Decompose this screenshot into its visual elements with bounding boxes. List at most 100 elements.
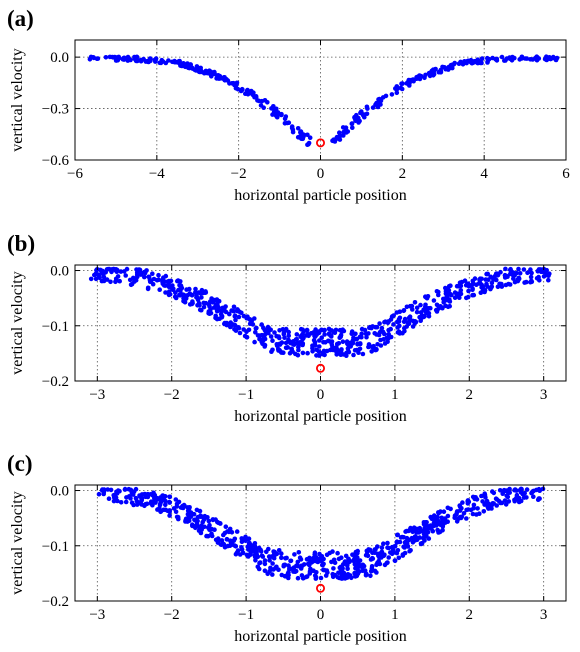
data-point xyxy=(227,311,232,317)
data-point xyxy=(534,54,539,59)
data-point xyxy=(308,331,314,336)
data-point xyxy=(167,500,172,505)
data-point xyxy=(168,278,174,284)
data-point xyxy=(481,509,487,514)
x-tick-label: −2 xyxy=(164,607,180,623)
data-point xyxy=(307,571,313,576)
data-point xyxy=(397,323,402,329)
data-point xyxy=(482,492,488,498)
data-point xyxy=(521,267,527,272)
data-point xyxy=(524,487,530,492)
data-point xyxy=(423,72,428,78)
data-point xyxy=(469,282,475,288)
data-point xyxy=(150,281,156,287)
data-point xyxy=(357,346,363,352)
x-tick-label: −2 xyxy=(164,387,180,403)
data-point xyxy=(381,541,386,546)
data-point xyxy=(477,511,482,516)
data-point xyxy=(524,56,530,61)
data-point xyxy=(201,304,207,310)
data-point xyxy=(270,572,275,577)
data-point xyxy=(423,294,428,300)
data-point xyxy=(296,135,302,140)
data-point xyxy=(499,281,504,287)
data-point xyxy=(287,566,292,572)
data-point xyxy=(515,277,521,282)
data-point xyxy=(379,545,385,550)
panel-label: (a) xyxy=(7,6,34,31)
data-point xyxy=(160,493,165,499)
data-point xyxy=(193,525,198,531)
data-point xyxy=(118,500,124,505)
data-point xyxy=(516,266,521,272)
data-point xyxy=(336,570,341,576)
data-point xyxy=(404,535,410,541)
data-point xyxy=(251,90,256,95)
data-point xyxy=(323,573,329,578)
data-point xyxy=(155,507,160,512)
data-point xyxy=(416,74,422,79)
data-point xyxy=(297,555,303,560)
data-point xyxy=(392,558,398,564)
data-point xyxy=(418,318,424,324)
data-point xyxy=(181,502,187,508)
data-point xyxy=(234,80,240,86)
data-point xyxy=(446,297,451,303)
data-point xyxy=(161,275,166,281)
data-point xyxy=(507,486,512,492)
data-point xyxy=(422,538,427,543)
data-point xyxy=(490,501,496,506)
data-point xyxy=(105,487,110,492)
data-point xyxy=(393,86,398,91)
data-point xyxy=(148,278,154,284)
data-point xyxy=(362,114,367,120)
data-point xyxy=(543,269,548,275)
data-point xyxy=(282,121,288,126)
data-point xyxy=(283,345,289,351)
data-point xyxy=(478,59,484,65)
data-point xyxy=(196,528,202,533)
data-point xyxy=(163,502,168,508)
data-point xyxy=(401,319,407,325)
data-point xyxy=(260,554,266,559)
data-point xyxy=(292,552,297,557)
data-point xyxy=(530,57,535,62)
data-point xyxy=(166,284,172,290)
data-point xyxy=(167,494,172,500)
data-point xyxy=(376,332,382,338)
data-point xyxy=(413,319,419,325)
data-point xyxy=(206,518,212,524)
data-point xyxy=(537,278,542,283)
data-point xyxy=(124,266,130,272)
data-point xyxy=(329,328,334,333)
data-point xyxy=(360,351,366,357)
data-point xyxy=(337,132,343,138)
data-point xyxy=(300,327,306,333)
data-point xyxy=(237,552,243,557)
data-point xyxy=(281,350,286,356)
data-point xyxy=(478,290,484,296)
data-point xyxy=(271,567,276,572)
data-point xyxy=(379,325,385,331)
data-point xyxy=(464,516,469,521)
data-point xyxy=(364,111,370,117)
data-point xyxy=(457,515,463,520)
data-point xyxy=(395,532,400,538)
data-point xyxy=(351,558,357,563)
data-point xyxy=(260,341,265,347)
data-point xyxy=(324,552,330,558)
data-point xyxy=(508,271,513,277)
data-point xyxy=(258,560,263,565)
data-point xyxy=(515,496,520,502)
data-point xyxy=(542,56,548,62)
data-point xyxy=(224,76,229,82)
data-point xyxy=(337,575,342,581)
data-point xyxy=(198,65,203,71)
data-point xyxy=(187,63,192,69)
panel-label: (c) xyxy=(7,451,33,476)
data-point xyxy=(343,553,349,559)
data-point xyxy=(215,76,221,81)
data-point xyxy=(108,487,114,493)
data-point xyxy=(506,281,511,287)
data-point xyxy=(388,550,393,555)
